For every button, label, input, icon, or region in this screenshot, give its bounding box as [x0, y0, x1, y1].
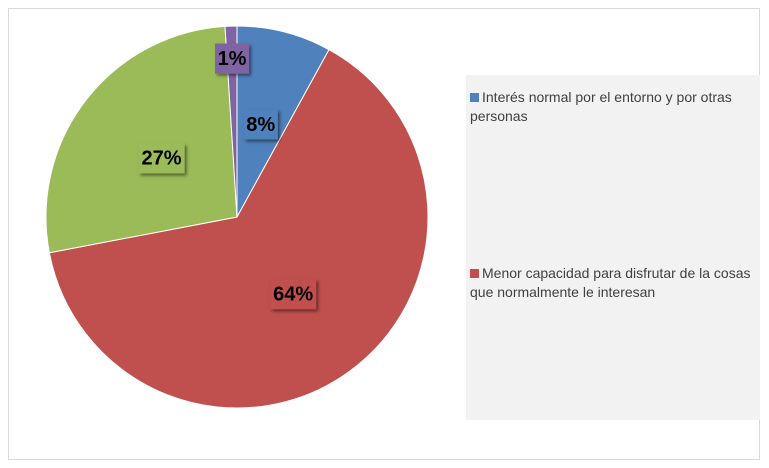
data-label-box: [270, 279, 317, 310]
data-label: 8%: [246, 114, 275, 136]
data-label: 27%: [142, 148, 182, 170]
legend-swatch: [470, 93, 479, 102]
pie-slice: [224, 25, 238, 218]
legend-entry: Menor capacidad para disfrutar de la cos…: [470, 264, 769, 302]
legend-label: Interés normal por el entorno y por otra…: [470, 89, 732, 124]
pie-slice: [48, 48, 429, 409]
data-label: 1%: [218, 48, 247, 70]
legend-swatch: [470, 269, 479, 278]
pie-slice: [45, 25, 238, 254]
data-label: 64%: [273, 284, 313, 306]
data-label-box: [215, 43, 250, 74]
legend-label: Menor capacidad para disfrutar de la cos…: [470, 265, 751, 300]
legend-panel: [466, 75, 760, 420]
data-label-box: [138, 143, 185, 174]
pie-slice: [236, 25, 330, 218]
legend-entry: Interés normal por el entorno y por otra…: [470, 88, 769, 126]
data-label-box: [243, 109, 278, 140]
